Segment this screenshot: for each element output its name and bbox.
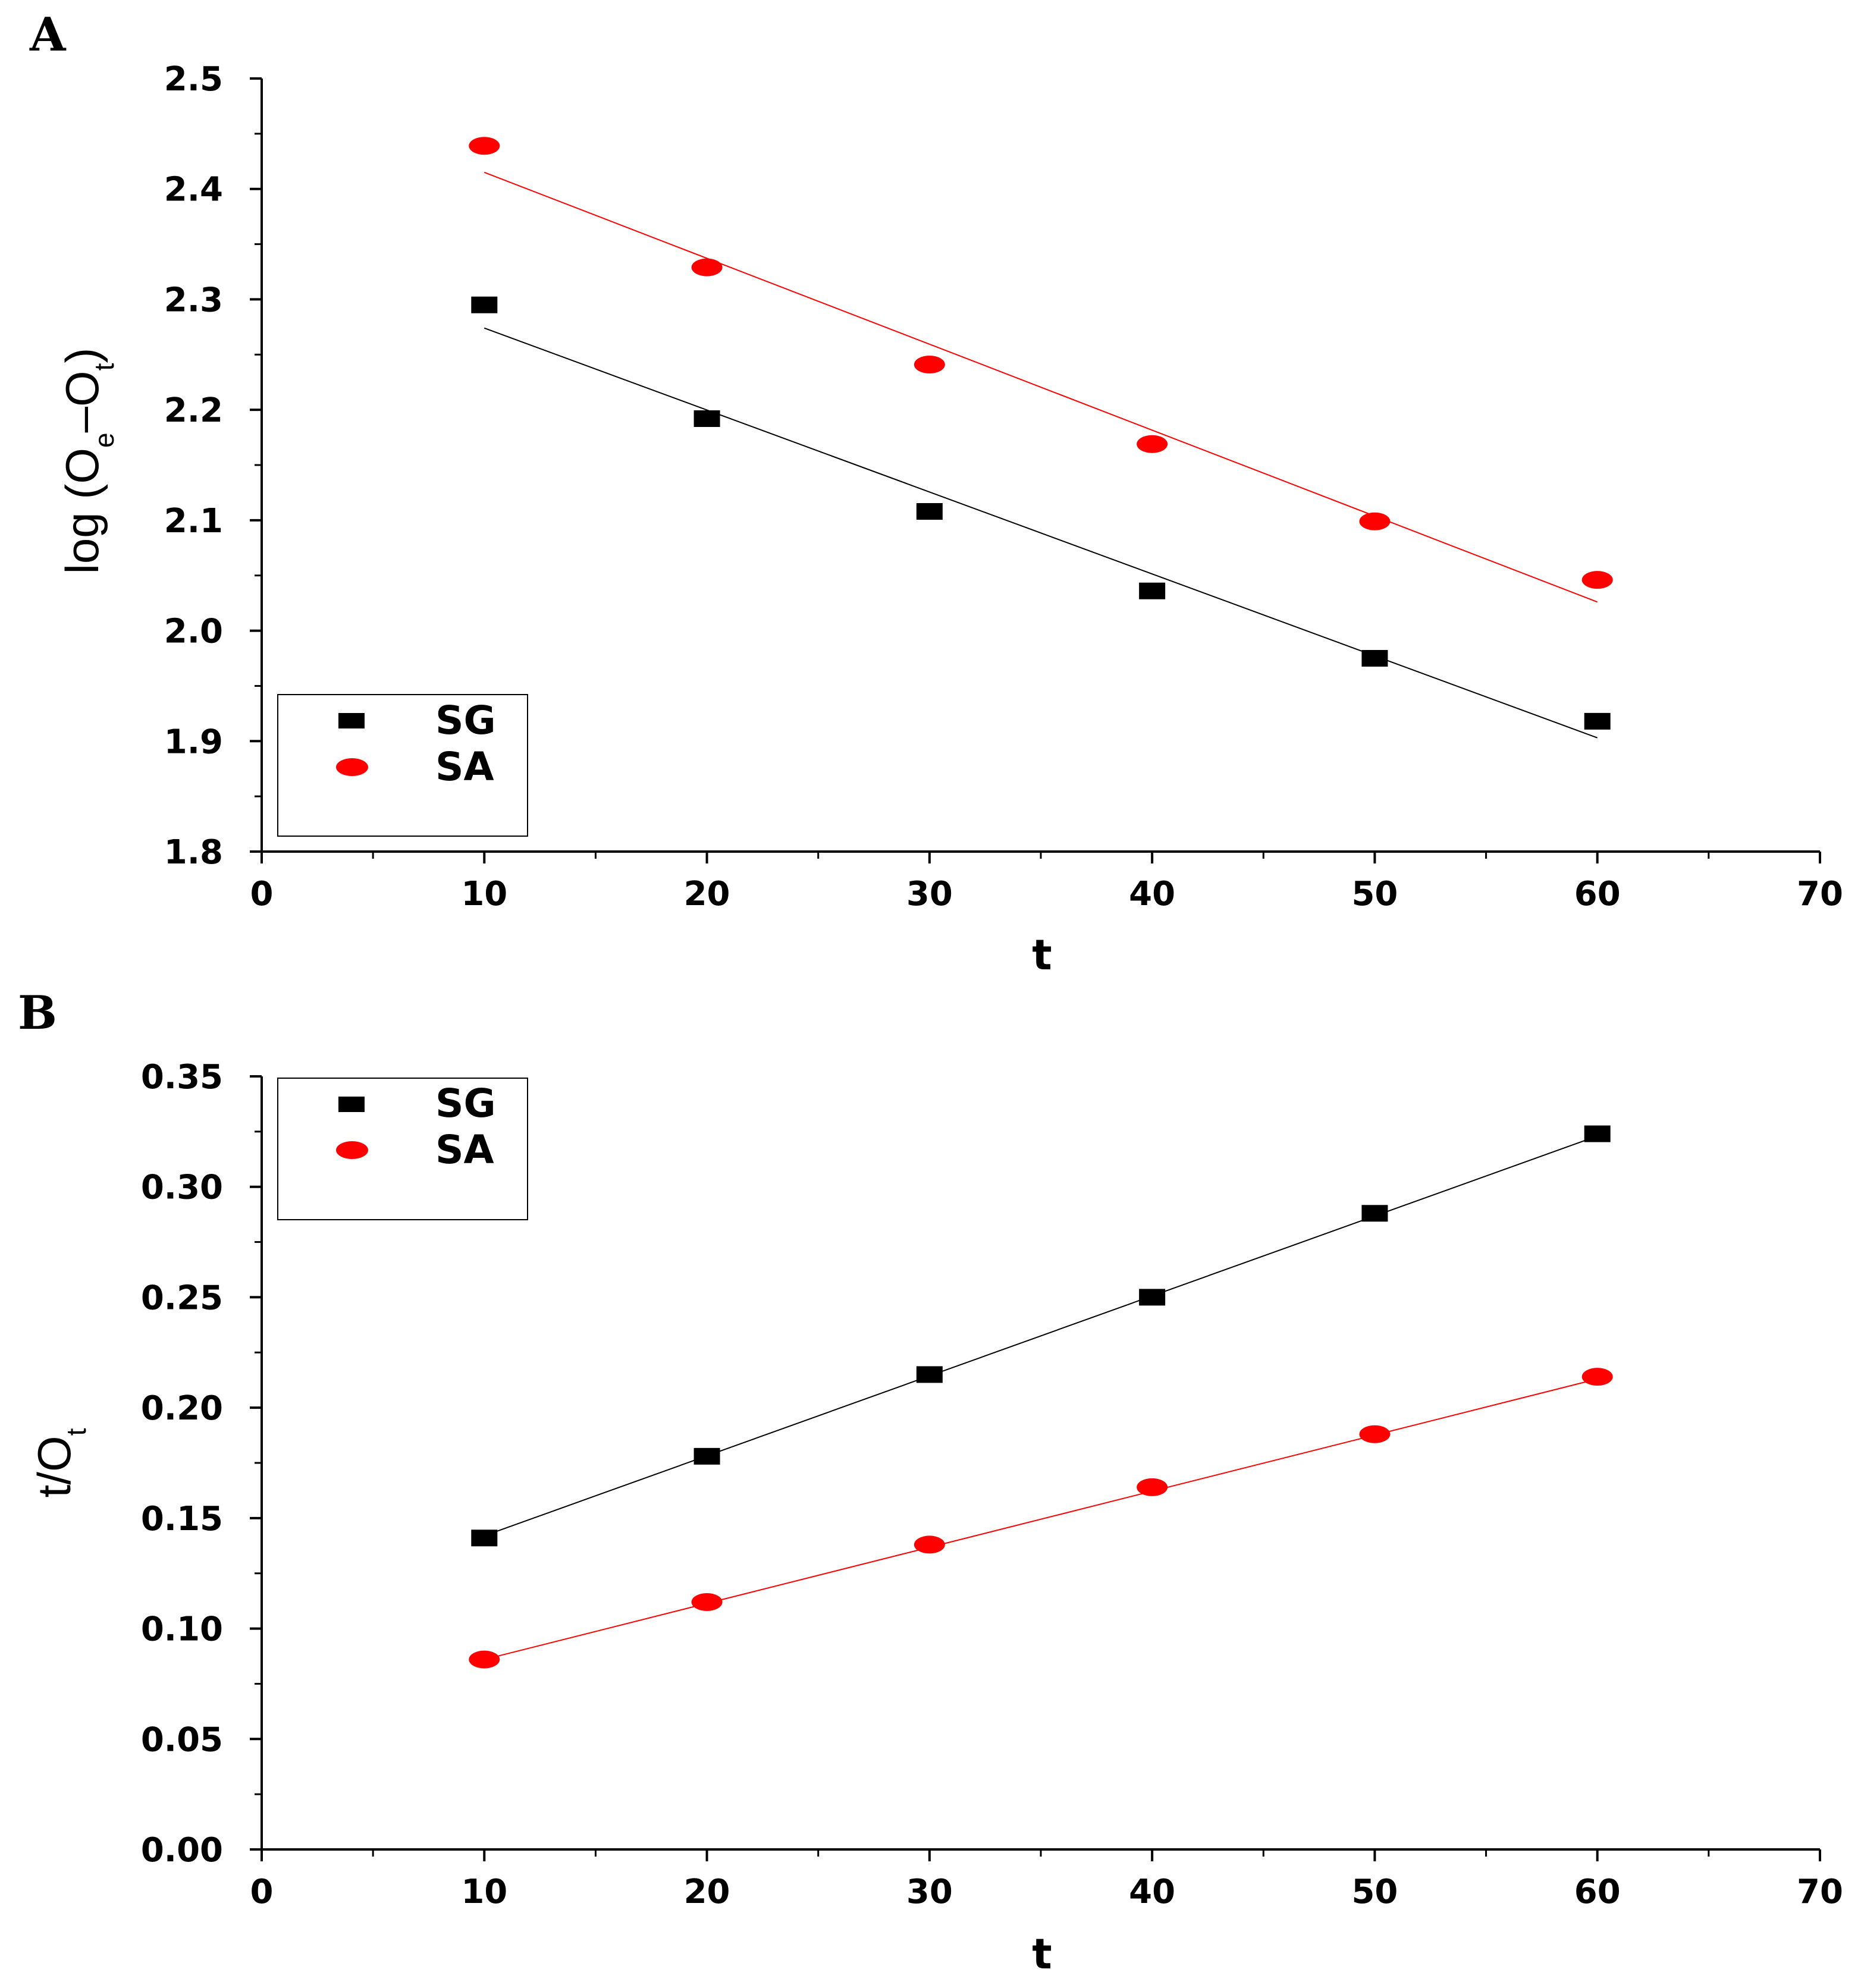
panel-b-sa-point	[691, 1593, 723, 1611]
panel-a-x-tick-label: 60	[1574, 875, 1621, 913]
panel-b-legend-sg-label: SG	[435, 1081, 496, 1126]
panel-a: A 1.8 1.9 2.0 2.1 2.2 2.3 2.4 2.5 0 10 20 30 40 50 60 7…	[29, 8, 1843, 979]
panel-b-y-tick-label: 0.25	[141, 1279, 223, 1317]
panel-a-x-axis-title: t	[1032, 931, 1052, 979]
panel-a-ylabel-base: log (O	[56, 448, 108, 574]
panel-a-sg-point	[1584, 712, 1611, 730]
panel-b-sg-fit-line	[484, 1135, 1598, 1537]
panel-b-legend-sa-marker	[336, 1141, 368, 1159]
panel-b-sa-point	[1137, 1478, 1168, 1496]
panel-a-sa-point	[469, 137, 500, 155]
panel-a-sa-point	[691, 258, 723, 277]
panel-a-y-tick-label: 1.9	[164, 723, 223, 761]
panel-a-ylabel-sub-e: e	[89, 432, 120, 448]
panel-a-y-tick-label: 2.1	[164, 502, 223, 541]
panel-a-y-axis-title: log (Oe–Ot)	[56, 348, 120, 574]
panel-b-legend: SG SA	[277, 1078, 528, 1220]
panel-b-x-tick-label: 60	[1574, 1873, 1621, 1911]
panel-b-letter: B	[18, 986, 57, 1040]
panel-b-sg-point	[1584, 1125, 1611, 1142]
panel-a-legend-box	[277, 694, 528, 837]
panel-a-sa-point	[1581, 571, 1613, 589]
panel-b-y-tick-label: 0.10	[141, 1610, 223, 1649]
panel-b-axes: 0.00 0.05 0.10 0.15 0.20 0.25 0.30 0.35 0 10 20 30 4…	[141, 1058, 1843, 1911]
panel-b-fit-lines	[484, 1135, 1598, 1660]
panel-b-legend-sa-label: SA	[435, 1127, 494, 1173]
panel-a-y-tick-label: 1.8	[164, 833, 223, 872]
panel-a-markers	[469, 137, 1613, 730]
panel-a-legend-sg-label: SG	[435, 698, 496, 743]
panel-b-sa-fit-line	[484, 1378, 1598, 1660]
panel-a-x-tick-label: 40	[1129, 875, 1175, 913]
panel-b-y-tick-label: 0.00	[141, 1831, 223, 1870]
panel-a-sg-point	[693, 410, 720, 427]
panel-b-x-tick-label: 20	[684, 1873, 730, 1911]
panel-a-axes: 1.8 1.9 2.0 2.1 2.2 2.3 2.4 2.5 0 10 20 30 40 50 60 70	[164, 60, 1843, 913]
panel-b-ylabel-sub-t: t	[61, 1428, 92, 1436]
panel-b-sa-point	[914, 1535, 945, 1554]
panel-a-sa-point	[914, 356, 945, 373]
panel-a-legend-sa-marker	[336, 758, 368, 776]
panel-a-legend-sa-label: SA	[435, 744, 494, 790]
panel-b-sa-point	[1359, 1425, 1391, 1443]
panel-a-y-tick-label: 2.3	[164, 281, 223, 319]
panel-b-y-tick-label: 0.05	[141, 1720, 223, 1759]
panel-a-y-tick-label: 2.5	[164, 60, 223, 99]
panel-b-sg-point	[471, 1530, 498, 1547]
panel-a-y-tick-label: 2.4	[164, 171, 223, 209]
panel-b-ylabel-base: t/O	[28, 1436, 80, 1497]
panel-b-x-tick-label: 0	[250, 1873, 274, 1911]
panel-b-x-tick-label: 70	[1797, 1873, 1843, 1911]
panel-a-x-tick-label: 30	[906, 875, 953, 913]
panel-a-ylabel-mid: –O	[56, 370, 108, 432]
panel-b-sg-point	[1139, 1289, 1166, 1306]
panel-b-y-tick-label: 0.30	[141, 1169, 223, 1207]
panel-a-sa-point	[1359, 512, 1391, 530]
panel-b-x-tick-label: 50	[1351, 1873, 1398, 1911]
panel-a-y-tick-label: 2.0	[164, 613, 223, 651]
panel-a-x-tick-label: 0	[250, 875, 274, 913]
panel-b-x-axis-title: t	[1032, 1930, 1052, 1978]
panel-b-sa-point	[1581, 1368, 1613, 1386]
panel-a-sg-point	[916, 503, 943, 520]
panel-b-legend-sg-marker	[338, 1097, 365, 1112]
panel-a-sg-point	[1139, 582, 1166, 599]
panel-a-letter: A	[29, 8, 67, 62]
panel-a-x-tick-label: 10	[461, 875, 507, 913]
panel-a-sa-fit-line	[484, 171, 1598, 603]
panel-b-y-axis-title: t/Ot	[28, 1428, 92, 1497]
panel-a-ylabel-sub-t: t	[89, 363, 120, 370]
panel-b-sg-point	[916, 1366, 943, 1383]
panel-b-x-tick-label: 40	[1129, 1873, 1175, 1911]
panel-a-x-tick-label: 20	[684, 875, 730, 913]
panel-a-fit-lines	[484, 171, 1598, 739]
panel-b-x-tick-label: 30	[906, 1873, 953, 1911]
panel-a-x-tick-label: 70	[1797, 875, 1843, 913]
panel-b-sg-point	[1361, 1205, 1388, 1222]
panel-a-y-tick-label: 2.2	[164, 391, 223, 430]
panel-b-sg-point	[693, 1447, 720, 1465]
panel-b: B 0.00 0.05 0.10 0.15 0.20 0.25 0.30 0.35 0 10 20 3…	[18, 986, 1843, 1978]
panel-b-y-tick-label: 0.15	[141, 1500, 223, 1538]
panel-a-x-tick-label: 50	[1351, 875, 1398, 913]
panel-a-sg-point	[471, 296, 498, 313]
panel-b-markers	[469, 1125, 1613, 1669]
panel-a-sg-fit-line	[484, 327, 1598, 739]
panel-b-y-tick-label: 0.20	[141, 1389, 223, 1428]
panel-a-legend-sg-marker	[338, 713, 365, 728]
panel-b-legend-box	[277, 1078, 528, 1220]
panel-b-x-tick-label: 10	[461, 1873, 507, 1911]
panel-a-sa-point	[1137, 435, 1168, 453]
panel-a-sg-point	[1361, 650, 1388, 667]
panel-b-sa-point	[469, 1650, 500, 1669]
panel-a-legend: SG SA	[277, 694, 528, 837]
panel-b-y-tick-label: 0.35	[141, 1058, 223, 1097]
panel-a-ylabel-end: )	[56, 348, 108, 363]
